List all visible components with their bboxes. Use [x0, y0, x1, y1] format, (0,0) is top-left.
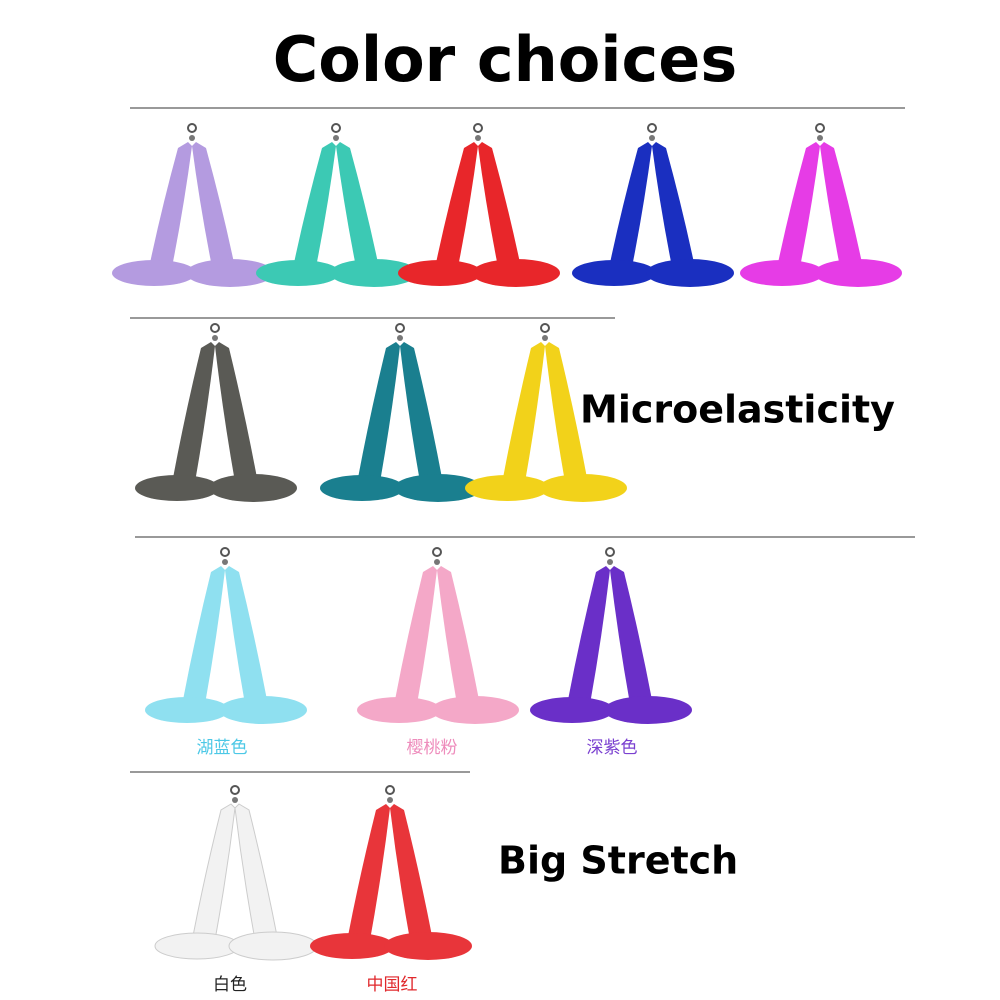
hook [473, 123, 483, 133]
silk-strand [336, 142, 378, 267]
silk-strand [358, 342, 400, 482]
silk-pool [219, 696, 307, 724]
hook [542, 335, 548, 341]
silk-pool [320, 475, 404, 501]
silk-pool [154, 932, 240, 960]
silk-strand [150, 142, 192, 267]
silk-strand [400, 342, 442, 482]
title: Color choices [273, 23, 738, 96]
silk-strand [395, 566, 437, 704]
silk-strand [348, 804, 390, 940]
silk-gallery [112, 107, 915, 961]
color-caption: 湖蓝色 [197, 738, 248, 758]
silk-strand [192, 142, 234, 267]
silk-pool [384, 932, 472, 960]
color-caption: 中国红 [367, 975, 418, 995]
silk-strand [652, 142, 694, 267]
silk-strand [183, 566, 225, 704]
silk-strand [610, 142, 652, 267]
silk-pool [604, 696, 692, 724]
silk-pool [135, 475, 219, 501]
silk-pool [310, 933, 394, 959]
hook [605, 547, 615, 557]
silk-pool [814, 259, 902, 287]
hook [212, 335, 218, 341]
silk-pool [145, 697, 229, 723]
silk-pool [530, 697, 614, 723]
silk-strand [390, 804, 432, 940]
silk-strand [545, 342, 587, 482]
feature-label: Microelasticity [580, 388, 895, 432]
color-caption: 白色 [213, 975, 247, 995]
hook [432, 547, 442, 557]
silk-pool [330, 259, 418, 287]
hook [540, 323, 550, 333]
hook [815, 123, 825, 133]
silk-pool [465, 475, 549, 501]
silk-pool [539, 474, 627, 502]
silk-pool [398, 260, 482, 286]
hook [187, 123, 197, 133]
silk-strand [215, 342, 257, 482]
hook [220, 547, 230, 557]
silk-strand [437, 566, 479, 704]
hook [189, 135, 195, 141]
hook [434, 559, 440, 565]
silk-pool [572, 260, 656, 286]
hook [232, 797, 238, 803]
hook [230, 785, 240, 795]
silk-pool [228, 931, 318, 961]
silk-strand [820, 142, 862, 267]
hook [222, 559, 228, 565]
color-caption: 樱桃粉 [407, 738, 458, 758]
silk-pool [646, 259, 734, 287]
silk-pool [357, 697, 441, 723]
hook [607, 559, 613, 565]
silk-strand [478, 142, 520, 267]
silk-pool [394, 474, 482, 502]
color-caption: 深紫色 [587, 738, 638, 758]
hook [817, 135, 823, 141]
silk-strand [503, 342, 545, 482]
silk-strand [778, 142, 820, 267]
silk-strand [436, 142, 478, 267]
silk-pool [186, 259, 274, 287]
hook [397, 335, 403, 341]
silk-strand [568, 566, 610, 704]
hook [475, 135, 481, 141]
hook [331, 123, 341, 133]
hook [395, 323, 405, 333]
silk-pool [472, 259, 560, 287]
hook [647, 123, 657, 133]
hook [387, 797, 393, 803]
silk-pool [256, 260, 340, 286]
silk-strand [173, 342, 215, 482]
silk-strand [610, 566, 652, 704]
hook [210, 323, 220, 333]
feature-label: Big Stretch [498, 839, 738, 883]
silk-pool [431, 696, 519, 724]
hook [333, 135, 339, 141]
silk-pool [209, 474, 297, 502]
silk-pool [112, 260, 196, 286]
silk-pool [740, 260, 824, 286]
hook [649, 135, 655, 141]
silk-strand [294, 142, 336, 267]
hook [385, 785, 395, 795]
silk-strand [225, 566, 267, 704]
